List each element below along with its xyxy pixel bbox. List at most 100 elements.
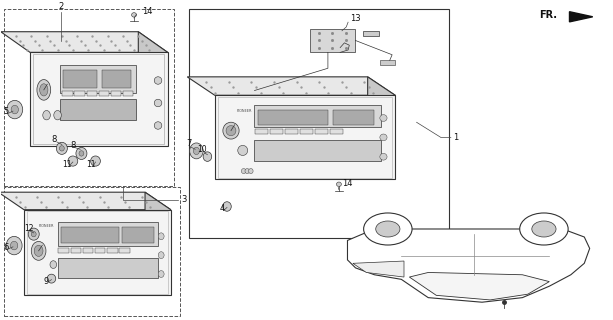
- Ellipse shape: [10, 241, 18, 250]
- Text: 11: 11: [86, 160, 96, 169]
- Ellipse shape: [203, 152, 211, 161]
- Ellipse shape: [193, 147, 199, 155]
- Text: 7: 7: [186, 139, 192, 148]
- Text: FR.: FR.: [539, 10, 557, 20]
- Text: 14: 14: [143, 7, 153, 16]
- Text: 5: 5: [4, 107, 9, 116]
- Ellipse shape: [245, 169, 249, 173]
- Bar: [285, 129, 298, 133]
- Ellipse shape: [50, 261, 56, 268]
- Ellipse shape: [154, 99, 162, 107]
- Bar: [333, 110, 375, 125]
- Bar: [310, 28, 356, 52]
- Bar: [74, 91, 85, 96]
- Ellipse shape: [31, 241, 46, 260]
- Text: 9: 9: [44, 277, 49, 286]
- Bar: [255, 129, 268, 133]
- Bar: [315, 129, 328, 133]
- Bar: [60, 65, 136, 93]
- Text: 6: 6: [4, 243, 9, 252]
- Ellipse shape: [380, 134, 387, 141]
- Ellipse shape: [68, 156, 78, 166]
- Text: 4: 4: [219, 204, 225, 213]
- Bar: [58, 258, 158, 278]
- Bar: [4, 10, 173, 186]
- Ellipse shape: [223, 122, 239, 139]
- Bar: [58, 222, 158, 246]
- Bar: [111, 91, 121, 96]
- Ellipse shape: [158, 233, 164, 240]
- Ellipse shape: [154, 77, 162, 84]
- Text: 3: 3: [181, 195, 187, 204]
- Ellipse shape: [7, 100, 23, 119]
- Text: 8: 8: [51, 135, 57, 144]
- Bar: [258, 110, 328, 125]
- Text: PIONEER: PIONEER: [237, 109, 252, 113]
- Bar: [34, 54, 164, 144]
- Ellipse shape: [54, 110, 61, 120]
- Ellipse shape: [79, 151, 84, 156]
- Bar: [99, 91, 109, 96]
- Text: 13: 13: [351, 14, 361, 23]
- Ellipse shape: [189, 143, 203, 159]
- Ellipse shape: [40, 84, 48, 96]
- Ellipse shape: [532, 221, 556, 237]
- Polygon shape: [145, 192, 171, 295]
- Bar: [83, 248, 93, 252]
- Ellipse shape: [56, 142, 67, 154]
- Text: 11: 11: [62, 160, 71, 169]
- Ellipse shape: [226, 125, 236, 136]
- Ellipse shape: [158, 271, 164, 277]
- Ellipse shape: [380, 115, 387, 121]
- Bar: [58, 248, 69, 252]
- Bar: [27, 211, 168, 294]
- Ellipse shape: [34, 245, 43, 256]
- Bar: [300, 129, 313, 133]
- Ellipse shape: [59, 146, 64, 151]
- Ellipse shape: [380, 153, 387, 160]
- Ellipse shape: [91, 156, 101, 166]
- Ellipse shape: [11, 105, 18, 114]
- Polygon shape: [187, 77, 395, 95]
- Ellipse shape: [238, 145, 248, 156]
- Ellipse shape: [28, 228, 39, 240]
- Ellipse shape: [158, 252, 164, 259]
- Bar: [63, 91, 73, 96]
- Polygon shape: [353, 261, 404, 277]
- Text: 14: 14: [342, 180, 352, 188]
- Bar: [60, 99, 136, 120]
- Bar: [380, 60, 395, 66]
- Polygon shape: [368, 77, 395, 180]
- Bar: [63, 70, 97, 88]
- Polygon shape: [1, 32, 168, 52]
- Ellipse shape: [376, 221, 400, 237]
- Ellipse shape: [47, 274, 56, 283]
- Bar: [70, 248, 81, 252]
- Bar: [86, 91, 97, 96]
- Text: PIONEER: PIONEER: [39, 224, 54, 228]
- Bar: [270, 129, 283, 133]
- Ellipse shape: [154, 122, 162, 129]
- Text: 1: 1: [453, 133, 459, 142]
- Polygon shape: [0, 192, 171, 210]
- Text: 2: 2: [58, 3, 63, 12]
- Ellipse shape: [76, 148, 87, 159]
- Ellipse shape: [6, 236, 22, 255]
- Bar: [218, 97, 392, 178]
- Bar: [61, 227, 118, 243]
- Ellipse shape: [242, 169, 246, 173]
- Bar: [4, 188, 180, 316]
- Bar: [24, 210, 171, 295]
- Bar: [364, 31, 379, 36]
- Bar: [123, 91, 134, 96]
- Bar: [254, 105, 381, 127]
- Ellipse shape: [337, 182, 341, 187]
- Ellipse shape: [132, 13, 137, 17]
- Bar: [330, 129, 343, 133]
- Text: 12: 12: [24, 224, 34, 233]
- Bar: [189, 10, 449, 238]
- Ellipse shape: [520, 213, 568, 245]
- Bar: [215, 95, 395, 180]
- Bar: [254, 140, 381, 161]
- Polygon shape: [409, 272, 549, 300]
